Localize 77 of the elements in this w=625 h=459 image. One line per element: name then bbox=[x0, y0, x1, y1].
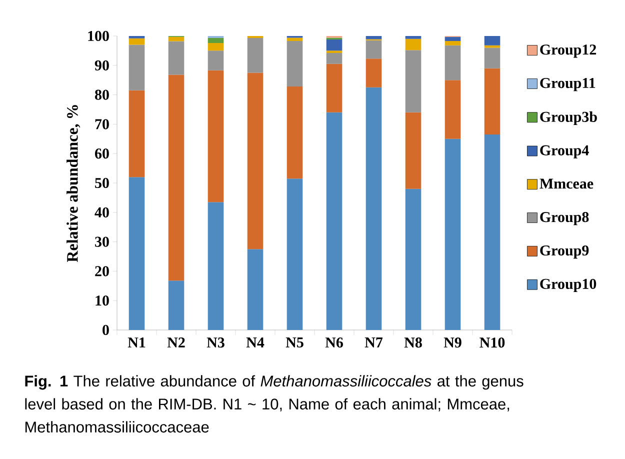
bar bbox=[168, 74, 184, 281]
bar bbox=[405, 112, 422, 189]
bar bbox=[366, 58, 382, 88]
y-tick-label: 10 bbox=[96, 296, 109, 306]
legend-label: Group11 bbox=[540, 78, 596, 92]
legend-label: Group3b bbox=[540, 111, 597, 125]
bar bbox=[286, 178, 303, 330]
bar bbox=[286, 86, 303, 179]
bar bbox=[208, 38, 224, 44]
legend-label: Group10 bbox=[540, 278, 596, 292]
y-tick-label: 0 bbox=[102, 324, 109, 336]
y-tick-label: 30 bbox=[95, 236, 109, 247]
bar bbox=[326, 40, 342, 51]
bar bbox=[326, 64, 342, 112]
y-tick-label: 90 bbox=[94, 60, 109, 70]
bar bbox=[247, 38, 264, 73]
y-tick-label: 70 bbox=[95, 119, 109, 130]
legend-label: Group8 bbox=[540, 212, 589, 226]
x-tick-label: N5 bbox=[286, 338, 304, 348]
bar bbox=[405, 188, 422, 330]
y-tick-label: 50 bbox=[95, 178, 109, 188]
x-tick-label: N1 bbox=[128, 338, 146, 348]
bar bbox=[444, 40, 461, 46]
bar bbox=[405, 50, 422, 112]
bar bbox=[168, 280, 184, 330]
bar bbox=[444, 138, 461, 330]
bar bbox=[128, 177, 145, 330]
bar bbox=[168, 36, 184, 42]
legend-label: Group9 bbox=[540, 245, 589, 259]
legend-label: Mmceae bbox=[540, 178, 594, 189]
bar bbox=[208, 50, 224, 70]
y-axis-title: Relative abundance, % bbox=[66, 105, 80, 262]
bar bbox=[128, 38, 145, 45]
x-tick-label: N2 bbox=[167, 338, 185, 348]
bar bbox=[286, 38, 303, 41]
bar bbox=[208, 202, 224, 330]
bar bbox=[128, 90, 145, 178]
legend-label: Group12 bbox=[540, 44, 596, 58]
bar bbox=[286, 40, 303, 87]
bar bbox=[405, 36, 422, 39]
bar bbox=[444, 36, 461, 41]
bar bbox=[484, 48, 500, 68]
bar bbox=[444, 80, 461, 139]
x-tick-label: N10 bbox=[480, 338, 505, 348]
y-tick-label: 100 bbox=[88, 30, 109, 42]
x-tick-label: N6 bbox=[325, 338, 343, 348]
bar bbox=[484, 68, 500, 134]
bar bbox=[208, 43, 224, 51]
bar bbox=[326, 50, 342, 54]
x-tick-label: N8 bbox=[404, 338, 422, 348]
text: Fig. 1 The relative abundance of Methanomassiliicoccales at the genus level based on the RIM-DB. N1 ~ 10, Name of each animal; Mmceae, Methanomassiliicoccaceae bbox=[25, 375, 524, 433]
bar bbox=[326, 112, 342, 330]
bar bbox=[128, 36, 145, 38]
bar bbox=[247, 36, 264, 38]
bar bbox=[405, 38, 422, 50]
bar bbox=[208, 70, 224, 202]
bar bbox=[208, 36, 224, 38]
bar bbox=[484, 134, 500, 330]
x-tick-label: N4 bbox=[246, 338, 264, 348]
bar bbox=[168, 41, 184, 75]
x-tick-label: N9 bbox=[444, 338, 462, 348]
x-tick-label: N7 bbox=[364, 338, 383, 348]
bar bbox=[366, 40, 382, 59]
bar bbox=[484, 36, 500, 46]
y-tick-label: 40 bbox=[94, 207, 109, 218]
y-tick-label: 80 bbox=[94, 90, 109, 100]
bar bbox=[247, 249, 264, 330]
x-tick-label: N3 bbox=[206, 338, 224, 348]
legend-label: Group4 bbox=[540, 145, 589, 158]
y-tick-label: 20 bbox=[95, 266, 109, 276]
bar bbox=[444, 45, 461, 80]
bar bbox=[326, 53, 342, 64]
y-tick-label: 60 bbox=[95, 148, 109, 159]
bar bbox=[366, 36, 382, 40]
bar bbox=[247, 72, 264, 250]
bar bbox=[128, 44, 145, 90]
bar bbox=[366, 87, 382, 330]
